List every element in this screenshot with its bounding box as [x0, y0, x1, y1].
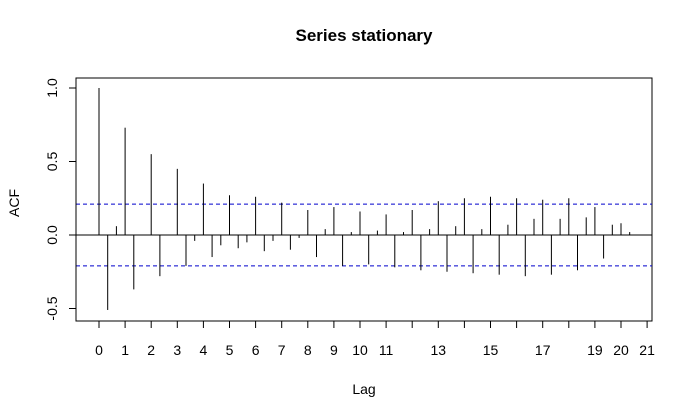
x-tick-label: 21 — [639, 342, 655, 358]
y-tick-label: 1.0 — [44, 78, 60, 98]
x-tick-label: 13 — [431, 342, 447, 358]
x-tick-label: 2 — [147, 342, 155, 358]
plot-frame — [75, 77, 653, 322]
x-tick-label: 5 — [226, 342, 234, 358]
y-axis: -0.5 0.0 0.5 1.0 — [44, 78, 77, 321]
x-axis: 0 1 2 3 4 5 6 7 8 9 10 11 13 15 17 19 20 21 — [95, 320, 655, 358]
confidence-bounds — [76, 203, 652, 267]
x-tick-label: 11 — [379, 342, 394, 358]
x-tick-label: 7 — [278, 342, 286, 358]
x-tick-label: 0 — [95, 342, 103, 358]
x-tick-label: 20 — [613, 342, 629, 358]
x-tick-label: 9 — [330, 342, 338, 358]
x-tick-label: 19 — [587, 342, 603, 358]
x-tick-label: 6 — [252, 342, 260, 358]
y-tick-label: -0.5 — [44, 296, 60, 320]
x-tick-label: 8 — [304, 342, 312, 358]
y-tick-label: 0.5 — [44, 152, 60, 172]
x-tick-label: 15 — [483, 342, 499, 358]
x-tick-label: 1 — [121, 342, 129, 358]
x-axis-label: Lag — [352, 381, 375, 397]
y-axis-label: ACF — [6, 189, 22, 217]
x-tick-label: 3 — [173, 342, 181, 358]
acf-bars — [98, 88, 631, 310]
x-tick-label: 4 — [200, 342, 208, 358]
x-tick-label: 10 — [352, 342, 368, 358]
x-tick-label: 17 — [535, 342, 551, 358]
y-tick-label: 0.0 — [44, 225, 60, 245]
chart-title: Series stationary — [295, 26, 433, 45]
